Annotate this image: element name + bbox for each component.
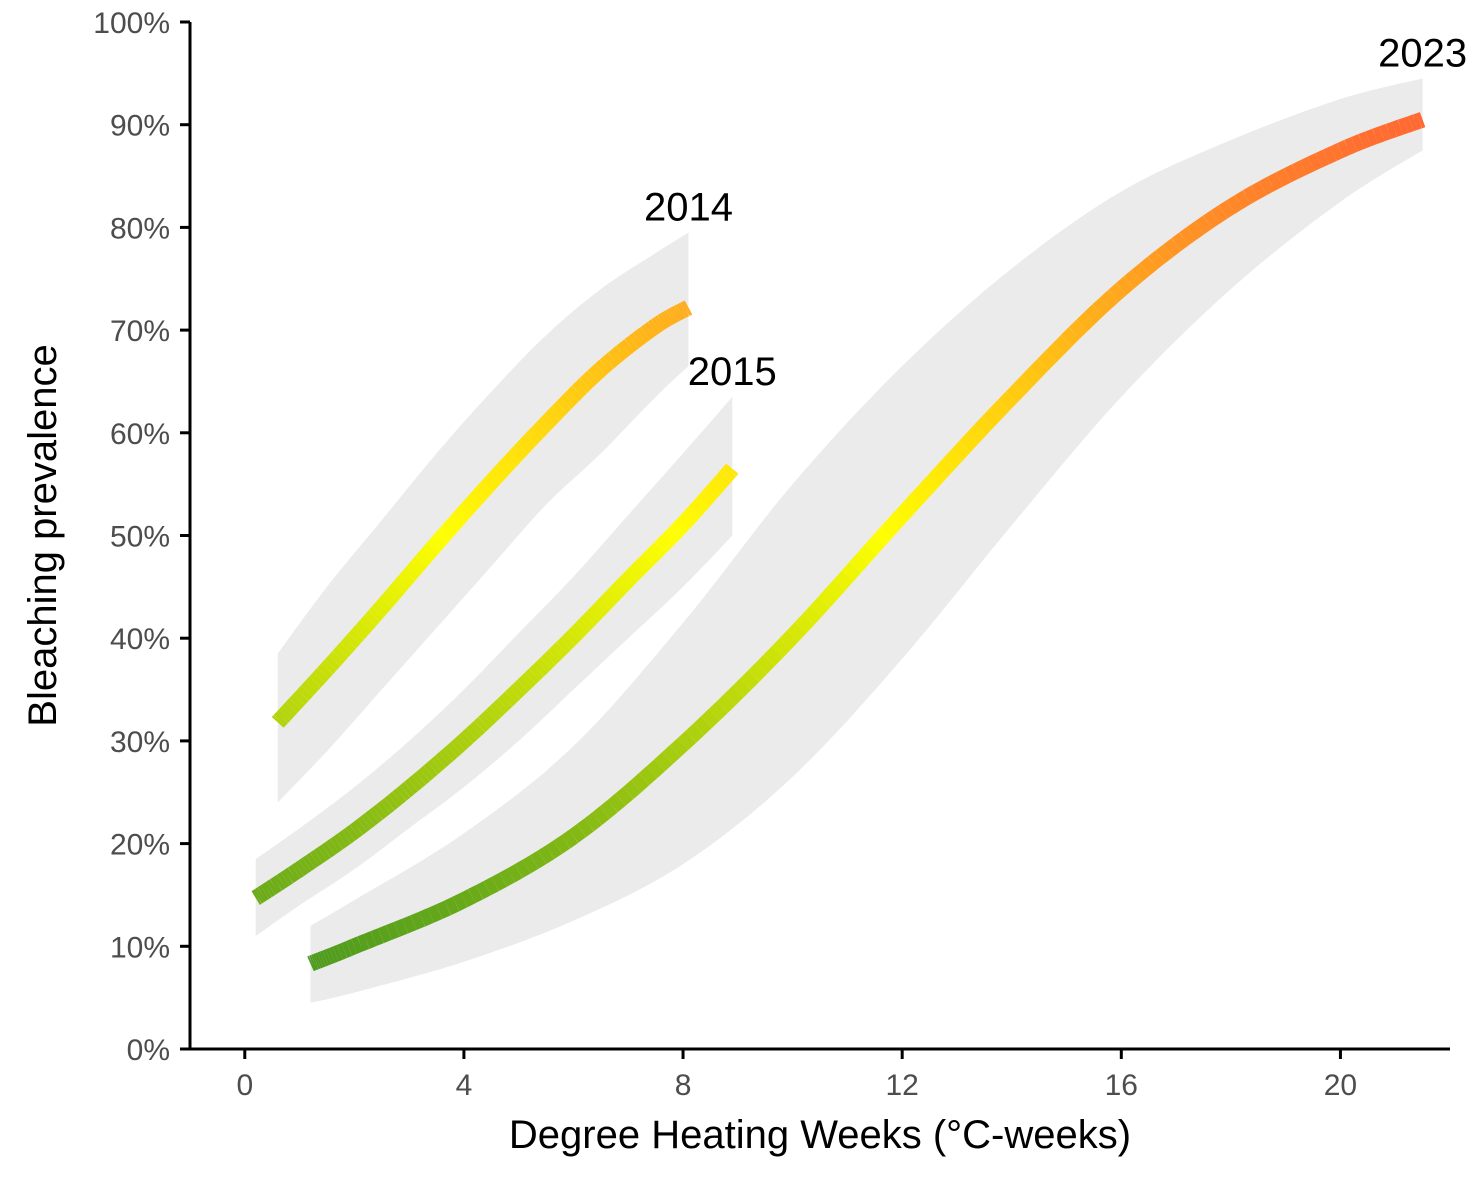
confidence-band-2015 xyxy=(255,396,733,936)
y-tick-label: 10% xyxy=(110,931,170,964)
series-line-2014 xyxy=(271,300,693,728)
x-tick-label: 12 xyxy=(885,1069,918,1102)
series-lines xyxy=(251,112,1426,972)
series-label-2015: 2015 xyxy=(688,350,777,394)
confidence-band-2023 xyxy=(310,78,1423,1003)
y-tick-label: 0% xyxy=(127,1034,170,1067)
y-tick-label: 20% xyxy=(110,829,170,862)
y-tick-label: 80% xyxy=(110,212,170,245)
y-axis-title: Bleaching prevalence xyxy=(21,344,65,726)
y-tick-label: 60% xyxy=(110,418,170,451)
series-line-2023 xyxy=(307,112,1426,972)
series-label-2014: 2014 xyxy=(644,186,733,230)
y-tick-label: 70% xyxy=(110,315,170,348)
y-tick-label: 100% xyxy=(93,7,170,40)
series-line-2015 xyxy=(251,463,739,905)
y-tick-label: 50% xyxy=(110,521,170,554)
y-tick-label: 90% xyxy=(110,110,170,143)
y-tick-label: 40% xyxy=(110,623,170,656)
series-labels: 2014 2015 2023 xyxy=(644,32,1467,394)
y-ticks: 0% 10% 20% 30% 40% 50% 60% 70% 80% 90% 100% xyxy=(93,7,190,1067)
x-axis-title: Degree Heating Weeks (°C-weeks) xyxy=(509,1113,1131,1157)
x-tick-label: 0 xyxy=(236,1069,253,1102)
x-tick-label: 16 xyxy=(1105,1069,1138,1102)
x-tick-label: 8 xyxy=(675,1069,692,1102)
x-tick-label: 20 xyxy=(1324,1069,1357,1102)
series-label-2023: 2023 xyxy=(1378,32,1467,76)
x-ticks: 0 4 8 12 16 20 xyxy=(236,1049,1357,1102)
axes: 0% 10% 20% 30% 40% 50% 60% 70% 80% 90% 100% 0 4 8 12 1… xyxy=(93,7,1450,1102)
y-tick-label: 30% xyxy=(110,726,170,759)
x-tick-label: 4 xyxy=(456,1069,473,1102)
